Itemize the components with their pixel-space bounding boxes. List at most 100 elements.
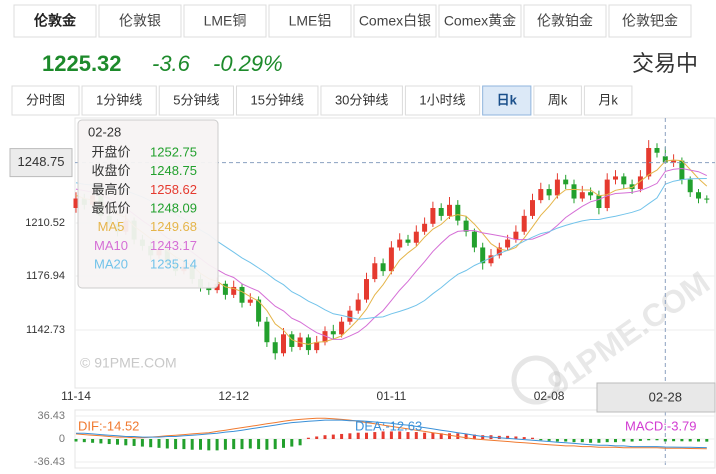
macd-bar xyxy=(572,439,576,443)
macd-bar xyxy=(688,439,692,442)
period-label[interactable]: 5分钟线 xyxy=(173,92,219,107)
tab-label[interactable]: 伦敦银 xyxy=(119,13,161,29)
tooltip-value: 1252.75 xyxy=(150,144,197,159)
candle-body xyxy=(272,342,278,354)
y-tick-label: 1210.52 xyxy=(25,217,65,229)
period-tab[interactable] xyxy=(320,85,403,116)
macd-bar xyxy=(697,439,700,442)
tooltip-label: 收盘价 xyxy=(91,163,130,178)
macd-bar xyxy=(91,439,95,443)
macd-bar xyxy=(298,439,302,446)
crosshair-x-box xyxy=(596,382,716,413)
tab-label[interactable]: Comex黄金 xyxy=(444,13,516,29)
period-tab[interactable] xyxy=(404,85,481,116)
period-tab[interactable] xyxy=(81,85,157,116)
tooltip-label: 最高价 xyxy=(91,182,130,197)
candle-body xyxy=(671,160,677,163)
macd-bar xyxy=(663,439,667,442)
candle-body xyxy=(206,286,212,291)
candle-body xyxy=(231,286,237,295)
tooltip-label: MA10 xyxy=(94,238,128,253)
tab-label[interactable]: LME铝 xyxy=(289,13,332,29)
tooltip xyxy=(77,119,219,289)
macd-bar xyxy=(389,431,393,439)
x-tick-label: 12-12 xyxy=(218,389,249,403)
candle-body xyxy=(281,334,286,354)
macd-bar xyxy=(373,432,377,439)
tab[interactable] xyxy=(353,4,437,38)
macd-bar xyxy=(140,439,144,447)
macd-bar xyxy=(539,439,543,441)
watermark: © 91PME.COM xyxy=(80,355,177,371)
period-label[interactable]: 分时图 xyxy=(26,92,65,107)
tab[interactable] xyxy=(183,4,267,38)
macd-bar xyxy=(547,439,551,441)
candle-body xyxy=(413,231,419,243)
macd-bar xyxy=(481,435,485,439)
candle-body xyxy=(256,299,262,322)
macd-bar xyxy=(273,439,277,450)
candle-body xyxy=(297,337,303,347)
period-tab[interactable] xyxy=(235,85,319,116)
tab-label[interactable]: 伦敦钯金 xyxy=(622,13,678,29)
candle-body xyxy=(471,231,477,248)
tab-label[interactable]: LME铜 xyxy=(204,13,247,29)
candle-body xyxy=(596,195,602,208)
period-label[interactable]: 周k xyxy=(548,92,568,107)
macd-bar xyxy=(647,439,651,441)
tab[interactable] xyxy=(268,4,352,38)
macd-bar xyxy=(655,439,659,441)
macd-bar xyxy=(365,432,368,439)
period-tab[interactable] xyxy=(158,85,234,116)
period-label[interactable]: 月k xyxy=(598,92,618,107)
macd-bar xyxy=(240,439,244,450)
candle-body xyxy=(455,204,461,221)
macd-bar xyxy=(107,439,111,445)
candle-body xyxy=(430,208,436,224)
macd-tick-label: 0 xyxy=(59,433,65,445)
period-label[interactable]: 日k xyxy=(497,92,518,107)
macd-bar xyxy=(398,431,402,439)
period-label[interactable]: 1分钟线 xyxy=(96,92,142,107)
candle-body xyxy=(521,215,527,232)
tab-label[interactable]: Comex白银 xyxy=(359,13,431,29)
tab[interactable] xyxy=(608,4,692,38)
candle-body xyxy=(405,239,411,243)
logo-ring xyxy=(511,355,561,405)
macd-bar xyxy=(348,433,352,439)
period-tab[interactable] xyxy=(482,85,532,116)
macd-bar xyxy=(564,439,568,442)
candle-body xyxy=(687,179,693,193)
macd-bar xyxy=(282,439,285,448)
macd-bar xyxy=(506,435,510,439)
candle-body xyxy=(579,192,585,199)
tab[interactable] xyxy=(98,4,182,38)
candle-body xyxy=(563,179,569,185)
period-label[interactable]: 30分钟线 xyxy=(335,92,388,107)
macd-tick-label: 36.43 xyxy=(37,410,65,422)
tab[interactable] xyxy=(523,4,607,38)
candle-body xyxy=(305,337,311,351)
macd-bar xyxy=(149,439,153,448)
macd-bar xyxy=(514,436,518,439)
period-label[interactable]: 15分钟线 xyxy=(250,92,303,107)
period-tab[interactable] xyxy=(11,85,80,116)
crosshair-y-label: 1248.75 xyxy=(18,154,65,169)
tab[interactable] xyxy=(13,4,97,38)
macd-bar xyxy=(340,433,344,439)
macd-bar xyxy=(448,433,451,439)
macd-bar xyxy=(232,439,236,450)
tab[interactable] xyxy=(438,4,522,38)
tab-label[interactable]: 伦敦铂金 xyxy=(537,13,593,29)
macd-bar xyxy=(614,439,617,443)
period-tab[interactable] xyxy=(583,85,633,116)
tooltip-label: 开盘价 xyxy=(91,144,130,159)
tab-label[interactable]: 伦敦金 xyxy=(34,13,77,29)
tooltip-value: 1258.62 xyxy=(150,182,197,197)
period-label[interactable]: 1小时线 xyxy=(419,92,465,107)
candle-body xyxy=(355,299,361,311)
candle-body xyxy=(438,208,444,216)
tooltip-value: 1235.14 xyxy=(150,257,197,272)
macd-bar xyxy=(638,439,642,441)
period-tab[interactable] xyxy=(533,85,582,116)
